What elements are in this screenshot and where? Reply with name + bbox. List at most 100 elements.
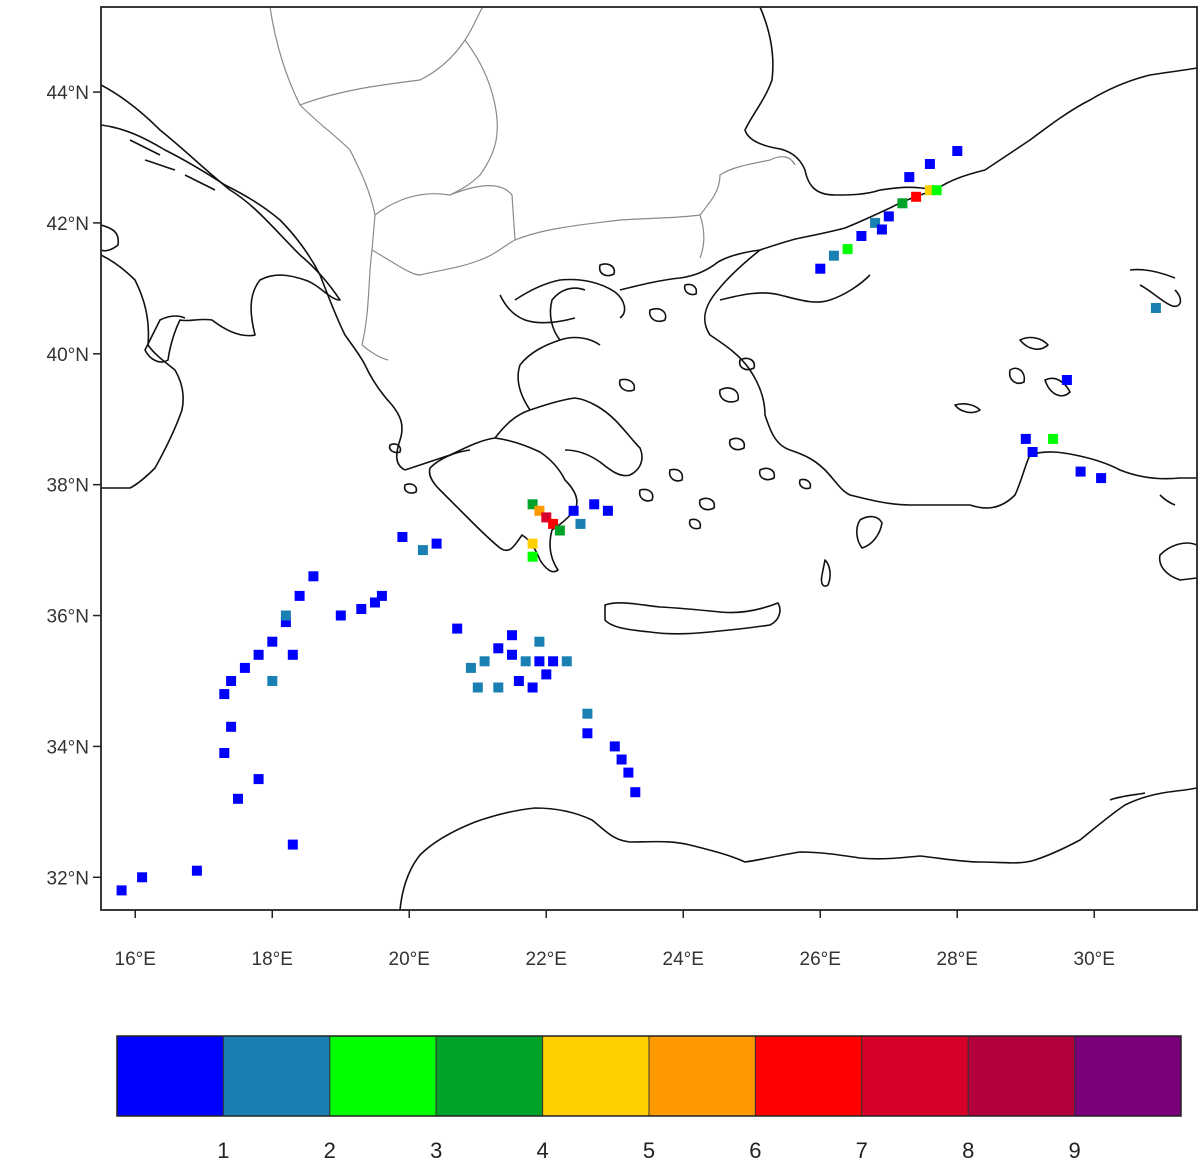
colorbar-swatch xyxy=(435,1035,544,1117)
colorbar-label: 1 xyxy=(217,1138,229,1160)
precip-cell xyxy=(397,532,408,542)
precip-cell xyxy=(267,636,278,647)
precip-cell xyxy=(452,623,463,634)
colorbar-label: 5 xyxy=(643,1138,655,1160)
precip-cell xyxy=(493,682,504,693)
precip-cell xyxy=(842,244,853,255)
precip-cell xyxy=(534,656,545,667)
lon-tick-label: 18°E xyxy=(252,949,293,970)
precip-cell xyxy=(417,545,428,556)
precip-cell xyxy=(335,610,346,621)
precip-cell xyxy=(582,708,593,719)
precip-cell xyxy=(548,656,559,667)
precip-cell xyxy=(582,728,593,739)
precipitation-field xyxy=(116,146,1161,896)
lon-tick-label: 24°E xyxy=(663,949,704,970)
precip-cell xyxy=(541,512,552,523)
precip-cell xyxy=(507,630,517,641)
precip-cell xyxy=(219,689,230,700)
colorbar-label: 8 xyxy=(962,1138,974,1160)
lat-tick-label: 40°N xyxy=(47,345,89,366)
colorbar-swatch xyxy=(116,1035,224,1117)
colorbar-swatch xyxy=(754,1035,863,1117)
lon-tick-label: 22°E xyxy=(526,949,567,970)
precip-cell xyxy=(609,741,620,752)
lat-tick-label: 34°N xyxy=(47,737,89,758)
precip-cell xyxy=(191,865,202,876)
lon-tick-label: 20°E xyxy=(389,949,430,970)
precip-cell xyxy=(534,505,545,516)
precip-cell xyxy=(561,656,572,667)
precip-cell xyxy=(1075,466,1086,477)
lat-tick-label: 42°N xyxy=(47,214,89,235)
map-geography xyxy=(101,7,1197,910)
precip-cell xyxy=(253,649,264,660)
precip-cell xyxy=(527,551,538,562)
colorbar-swatch xyxy=(861,1035,969,1117)
precip-cell xyxy=(623,767,634,778)
precip-cell xyxy=(465,662,476,673)
colorbar-label: 7 xyxy=(856,1138,868,1160)
precip-cell xyxy=(226,676,237,686)
precip-cell xyxy=(280,610,291,621)
precip-cell xyxy=(356,604,367,614)
colorbar-label: 9 xyxy=(1068,1138,1080,1160)
precip-cell xyxy=(630,787,641,798)
lat-tick-label: 44°N xyxy=(47,83,89,104)
colorbar-swatch xyxy=(329,1035,437,1117)
precip-cell xyxy=(548,518,559,529)
precip-cell xyxy=(870,217,881,228)
colorbar-swatch xyxy=(222,1035,331,1117)
precip-cell xyxy=(513,676,524,686)
colorbar-swatch xyxy=(648,1035,756,1117)
precip-cell xyxy=(280,617,291,628)
precip-cell xyxy=(575,518,586,529)
lon-tick-label: 30°E xyxy=(1074,949,1115,970)
colorbar-label: 3 xyxy=(430,1138,442,1160)
country-borders xyxy=(269,7,796,361)
precip-cell xyxy=(876,224,887,235)
precip-cell xyxy=(287,649,298,660)
precip-cell xyxy=(472,682,483,693)
precip-cell xyxy=(1150,303,1161,313)
precip-cell xyxy=(527,538,538,549)
precip-cell xyxy=(479,656,490,667)
lat-tick-label: 32°N xyxy=(47,868,89,889)
precip-cell xyxy=(1027,447,1038,457)
colorbar-label: 6 xyxy=(749,1138,761,1160)
colorbar-swatch xyxy=(542,1035,650,1117)
precip-cell xyxy=(287,839,298,850)
colorbar-border xyxy=(116,1035,1182,1117)
precip-cell xyxy=(239,662,250,673)
precip-cell xyxy=(137,872,148,883)
precip-cell xyxy=(226,721,237,732)
precip-cell xyxy=(856,231,867,241)
precip-cell xyxy=(308,571,319,582)
lon-tick-label: 26°E xyxy=(800,949,841,970)
longitude-axis: 16°E 18°E 20°E 22°E 24°E 26°E 28°E 30°E xyxy=(115,910,1115,970)
colorbar-swatch xyxy=(1074,1035,1182,1117)
lat-tick-label: 38°N xyxy=(47,476,89,497)
precip-cell xyxy=(897,198,908,209)
precip-cell xyxy=(828,250,839,261)
map-frame-background xyxy=(101,7,1197,910)
precip-cell xyxy=(253,774,264,785)
precip-cell xyxy=(952,146,963,156)
precip-cell xyxy=(219,748,230,758)
precip-cell xyxy=(904,172,915,183)
precip-cell xyxy=(911,191,922,202)
precip-cell xyxy=(233,793,243,804)
colorbar-swatch xyxy=(967,1035,1076,1117)
precip-cell xyxy=(815,263,826,274)
lon-tick-label: 16°E xyxy=(115,949,156,970)
coastlines xyxy=(101,7,1197,910)
lat-tick-label: 36°N xyxy=(47,607,89,628)
precip-cell xyxy=(1096,473,1107,484)
precip-cell xyxy=(431,538,442,549)
lon-tick-label: 28°E xyxy=(937,949,978,970)
precip-cell xyxy=(1061,375,1072,385)
precip-cell xyxy=(616,754,627,765)
colorbar-label: 2 xyxy=(324,1138,336,1160)
precip-cell xyxy=(376,590,387,601)
